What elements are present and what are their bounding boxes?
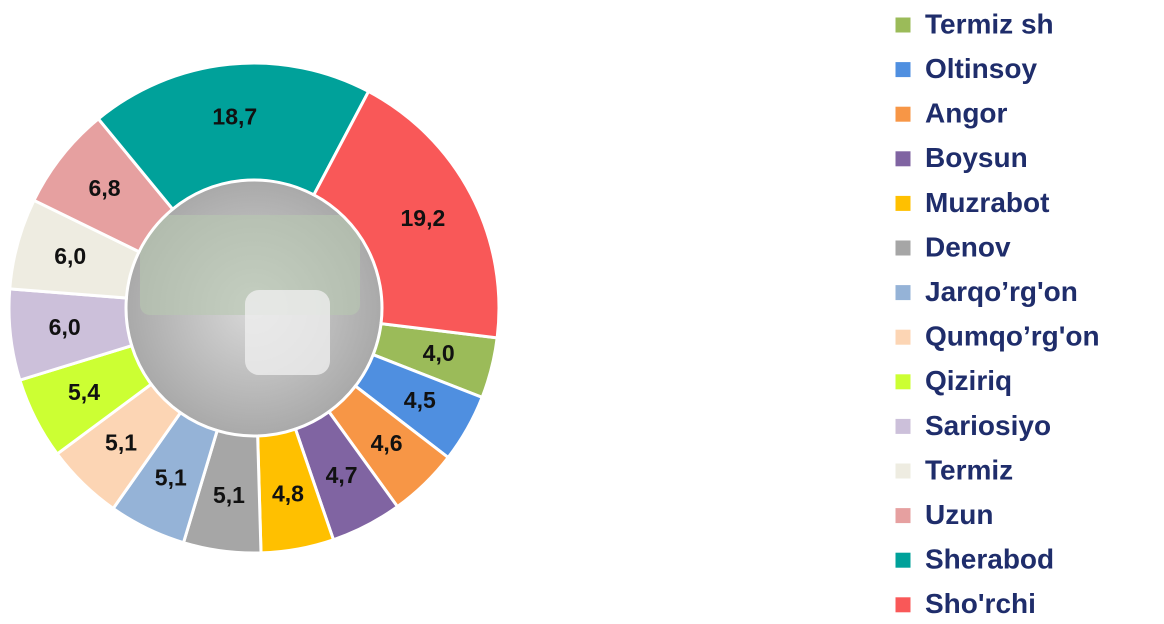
legend-swatch xyxy=(894,373,912,391)
legend-swatch xyxy=(894,328,912,346)
data-label: 5,1 xyxy=(213,482,245,508)
data-label: 5,1 xyxy=(105,430,137,456)
legend-swatch xyxy=(894,150,912,168)
data-label: 6,0 xyxy=(49,314,81,340)
data-label: 6,8 xyxy=(89,175,121,201)
data-label: 18,7 xyxy=(212,104,257,130)
data-label: 5,1 xyxy=(155,464,187,490)
legend-swatch xyxy=(894,61,912,79)
slice xyxy=(311,89,501,340)
legend-swatch xyxy=(894,16,912,34)
legend-label: Termiz sh xyxy=(925,8,1054,39)
legend-swatch xyxy=(894,239,912,257)
legend-swatch xyxy=(894,105,912,123)
legend-swatch xyxy=(894,507,912,525)
legend-label: Uzun xyxy=(925,499,993,530)
legend-swatch xyxy=(894,551,912,569)
legend-swatch xyxy=(894,284,912,302)
legend-label: Qumqo’rg'on xyxy=(925,321,1100,352)
legend-label: Sherabod xyxy=(925,544,1054,575)
legend-swatch xyxy=(894,194,912,212)
slice xyxy=(96,61,371,212)
data-label: 5,4 xyxy=(68,379,100,405)
data-label: 4,7 xyxy=(326,462,358,488)
data-label: 4,8 xyxy=(272,481,304,507)
legend-swatch xyxy=(894,596,912,614)
legend-swatch xyxy=(894,462,912,480)
legend-label: Boysun xyxy=(925,142,1028,173)
data-label: 4,0 xyxy=(423,340,455,366)
data-label: 4,6 xyxy=(371,430,403,456)
legend-label: Denov xyxy=(925,231,1011,262)
data-label: 4,5 xyxy=(404,387,436,413)
legend-label: Qiziriq xyxy=(925,365,1012,396)
legend-label: Oltinsoy xyxy=(925,53,1037,84)
legend-label: Angor xyxy=(925,98,1008,129)
data-label: 6,0 xyxy=(54,243,86,269)
legend-swatch xyxy=(894,417,912,435)
data-label: 19,2 xyxy=(401,205,446,231)
legend-label: Sariosiyo xyxy=(925,410,1051,441)
legend-label: Sho'rchi xyxy=(925,588,1036,619)
legend-label: Muzrabot xyxy=(925,187,1049,218)
legend-label: Termiz xyxy=(925,454,1013,485)
legend-label: Jarqo’rg'on xyxy=(925,276,1078,307)
center-image-car xyxy=(245,290,330,375)
